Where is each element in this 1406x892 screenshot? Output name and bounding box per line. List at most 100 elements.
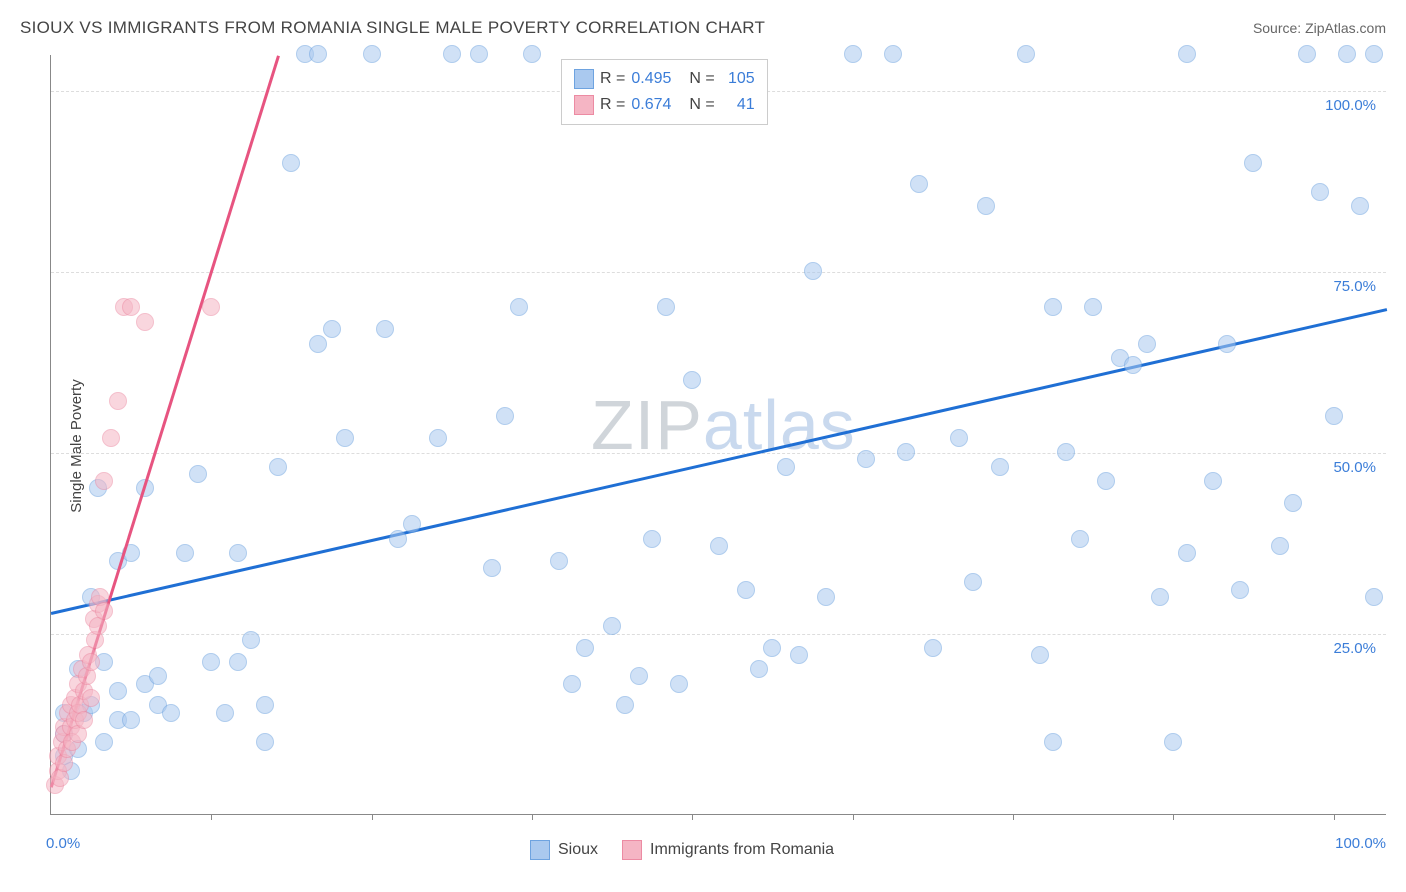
data-point — [844, 45, 862, 63]
legend-swatch — [622, 840, 642, 860]
data-point — [897, 443, 915, 461]
data-point — [670, 675, 688, 693]
x-tick-mark — [211, 814, 212, 820]
legend-n-label: N = — [689, 70, 714, 88]
data-point — [309, 45, 327, 63]
x-tick-mark — [853, 814, 854, 820]
data-point — [189, 465, 207, 483]
gridline — [51, 272, 1386, 273]
data-point — [750, 660, 768, 678]
x-tick-mark — [692, 814, 693, 820]
legend-item: Immigrants from Romania — [622, 840, 834, 860]
data-point — [1071, 530, 1089, 548]
y-tick-label: 100.0% — [1325, 97, 1376, 114]
data-point — [1365, 45, 1383, 63]
data-point — [630, 667, 648, 685]
chart-header: SIOUX VS IMMIGRANTS FROM ROMANIA SINGLE … — [20, 18, 1386, 38]
chart-title: SIOUX VS IMMIGRANTS FROM ROMANIA SINGLE … — [20, 18, 765, 38]
data-point — [389, 530, 407, 548]
legend-label: Sioux — [558, 841, 598, 859]
data-point — [1244, 154, 1262, 172]
data-point — [1271, 537, 1289, 555]
y-tick-label: 75.0% — [1333, 278, 1376, 295]
data-point — [403, 515, 421, 533]
data-point — [256, 696, 274, 714]
data-point — [1031, 646, 1049, 664]
data-point — [282, 154, 300, 172]
legend-swatch — [574, 95, 594, 115]
x-tick-mark — [1013, 814, 1014, 820]
x-tick-mark — [1173, 814, 1174, 820]
correlation-legend: R = 0.495 N = 105 R =0.674N =41 — [561, 59, 768, 125]
legend-n-value: 105 — [721, 70, 755, 88]
legend-r-value: 0.674 — [631, 96, 683, 114]
data-point — [109, 392, 127, 410]
legend-swatch — [530, 840, 550, 860]
legend-item: Sioux — [530, 840, 598, 860]
data-point — [1044, 298, 1062, 316]
data-point — [256, 733, 274, 751]
data-point — [95, 733, 113, 751]
legend-r-label: R = — [600, 70, 625, 88]
data-point — [683, 371, 701, 389]
data-point — [817, 588, 835, 606]
data-point — [82, 689, 100, 707]
legend-row: R =0.674N =41 — [574, 92, 755, 118]
data-point — [202, 653, 220, 671]
data-point — [643, 530, 661, 548]
data-point — [1325, 407, 1343, 425]
data-point — [136, 313, 154, 331]
data-point — [429, 429, 447, 447]
legend-label: Immigrants from Romania — [650, 841, 834, 859]
data-point — [991, 458, 1009, 476]
data-point — [1164, 733, 1182, 751]
data-point — [1178, 544, 1196, 562]
data-point — [336, 429, 354, 447]
data-point — [1298, 45, 1316, 63]
data-point — [977, 197, 995, 215]
data-point — [510, 298, 528, 316]
data-point — [443, 45, 461, 63]
data-point — [122, 298, 140, 316]
data-point — [1057, 443, 1075, 461]
trend-line — [51, 308, 1388, 614]
data-point — [1231, 581, 1249, 599]
data-point — [1151, 588, 1169, 606]
gridline — [51, 453, 1386, 454]
data-point — [1097, 472, 1115, 490]
data-point — [1365, 588, 1383, 606]
x-tick-mark — [372, 814, 373, 820]
data-point — [884, 45, 902, 63]
data-point — [75, 711, 93, 729]
scatter-plot: ZIPatlas 25.0%50.0%75.0%100.0%0.0%100.0%… — [50, 55, 1386, 815]
legend-swatch — [574, 69, 594, 89]
x-tick-label: 100.0% — [1335, 835, 1386, 852]
source-attribution: Source: ZipAtlas.com — [1253, 20, 1386, 36]
data-point — [95, 602, 113, 620]
y-tick-label: 25.0% — [1333, 640, 1376, 657]
legend-r-value: 0.495 — [631, 70, 683, 88]
data-point — [550, 552, 568, 570]
legend-n-value: 41 — [721, 96, 755, 114]
data-point — [657, 298, 675, 316]
data-point — [1284, 494, 1302, 512]
data-point — [1178, 45, 1196, 63]
data-point — [710, 537, 728, 555]
data-point — [109, 682, 127, 700]
data-point — [1218, 335, 1236, 353]
data-point — [964, 573, 982, 591]
data-point — [603, 617, 621, 635]
data-point — [1138, 335, 1156, 353]
data-point — [737, 581, 755, 599]
data-point — [1124, 356, 1142, 374]
data-point — [1311, 183, 1329, 201]
x-tick-mark — [1334, 814, 1335, 820]
data-point — [857, 450, 875, 468]
data-point — [1204, 472, 1222, 490]
x-tick-label: 0.0% — [46, 835, 80, 852]
data-point — [777, 458, 795, 476]
data-point — [1017, 45, 1035, 63]
data-point — [1084, 298, 1102, 316]
data-point — [95, 472, 113, 490]
data-point — [216, 704, 234, 722]
